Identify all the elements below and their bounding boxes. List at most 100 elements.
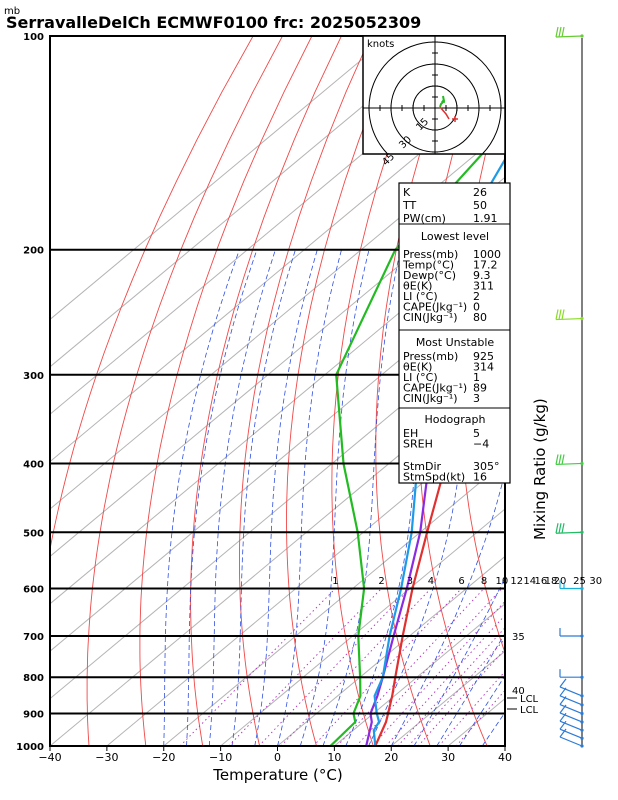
wind-barb — [559, 712, 584, 732]
stat-value: 0 — [473, 301, 480, 314]
temperature-tick-label: 40 — [498, 751, 512, 764]
wind-barb-flag — [558, 454, 562, 465]
stat-value: 5 — [473, 427, 480, 440]
stat-value: 2 — [473, 290, 480, 303]
wind-barb — [555, 26, 584, 38]
isotherm — [50, 271, 505, 652]
stat-label: Temp(°C) — [402, 259, 454, 272]
wind-barb — [559, 580, 584, 591]
hodograph-frame — [362, 35, 506, 155]
mixing-ratio-label: 3 — [407, 576, 413, 587]
stat-label: CIN(Jkg⁻¹) — [403, 311, 458, 324]
stat-label: CAPE(Jkg⁻¹) — [403, 382, 467, 395]
mixing-ratio-label: 8 — [481, 576, 487, 587]
isotherm — [50, 129, 505, 510]
pressure-unit: mb — [4, 6, 20, 17]
moist-adiabat — [208, 249, 276, 746]
moist-adiabat — [254, 249, 318, 746]
stat-value: 925 — [473, 350, 494, 363]
stat-value: 1000 — [473, 248, 501, 261]
mixing-ratio-line — [179, 588, 336, 746]
mixing-ratio-label: 25 — [573, 576, 586, 587]
wind-barb-shaft — [559, 703, 583, 715]
isotherm — [334, 603, 505, 746]
pressure-tick-label: 1000 — [16, 742, 44, 753]
mixing-ratio-label: 12 — [510, 576, 523, 587]
wind-barb-shaft — [559, 728, 583, 739]
wind-barb-shaft — [559, 695, 583, 706]
stats-panel: K 26 TT 50 PW(cm) 1.91 Lowest level Pres… — [398, 182, 511, 484]
stat-value: 1 — [473, 371, 480, 384]
moist-adiabat — [322, 249, 401, 746]
hodograph-trace — [439, 106, 450, 120]
mixing-ratio-label: 14 — [523, 576, 536, 587]
pressure-tick-label: 300 — [23, 371, 44, 382]
mixing-ratio-label: 6 — [458, 576, 464, 587]
temperature-tick-label: 10 — [327, 751, 341, 764]
mixing-ratio-line — [313, 588, 462, 746]
stat-value: 80 — [473, 311, 487, 324]
index-tt-label: TT — [402, 199, 417, 212]
wind-barb-flag — [561, 523, 565, 534]
most-unstable-title: Most Unstable — [416, 336, 495, 349]
lcl-label: LCL — [520, 705, 539, 716]
wind-barb — [559, 728, 584, 748]
dry-adiabat — [50, 36, 254, 552]
mixing-ratio-line — [438, 670, 505, 746]
isotherm — [50, 318, 505, 700]
pressure-tick-label: 800 — [23, 673, 44, 684]
plot-grid — [50, 36, 618, 746]
mixing-ratio-label: 2 — [378, 576, 384, 587]
wind-barb-shaft — [559, 712, 583, 723]
wind-barb-flag — [555, 454, 559, 465]
stat-label: SREH — [403, 438, 433, 451]
moist-adiabat — [390, 470, 505, 746]
temperature-tick-label: −20 — [152, 751, 175, 764]
pressure-tick-label: 700 — [23, 632, 44, 643]
wind-barb-flag — [558, 523, 562, 534]
wind-barb-flag — [558, 309, 562, 320]
dry-adiabat — [538, 36, 618, 746]
wind-barb-flag — [555, 26, 559, 38]
wind-barbs — [555, 26, 584, 748]
wind-barb-shaft — [555, 531, 583, 534]
temperature-tick-label: −30 — [95, 751, 118, 764]
isotherm — [50, 36, 448, 368]
hodograph-arrow-icon — [441, 98, 445, 103]
wind-barb-shaft — [555, 317, 583, 321]
pressure-tick-label: 600 — [23, 584, 44, 595]
mixing-ratio-line — [455, 689, 505, 746]
wind-barb-flag — [555, 523, 559, 534]
moist-adiabat — [436, 632, 505, 746]
mixing-ratio-label: 18 — [545, 576, 558, 587]
chart-title: SerravalleDelCh ECMWF0100 frc: 202505230… — [6, 13, 421, 32]
dry-adiabat — [375, 36, 460, 746]
pressure-tick-label: 900 — [23, 710, 44, 721]
wind-barb-flag — [561, 309, 565, 320]
stat-value: 305° — [473, 460, 500, 473]
temperature-tick-label: 20 — [384, 751, 398, 764]
lowest-level-title: Lowest level — [421, 230, 489, 243]
theta-e-label: 35 — [512, 632, 525, 643]
temperature-tick-label: 30 — [441, 751, 455, 764]
stat-label: θE(K) — [403, 280, 432, 293]
wind-barb — [559, 696, 584, 716]
dry-adiabat — [612, 36, 618, 746]
wind-barb — [559, 720, 584, 740]
stat-label: Press(mb) — [403, 350, 458, 363]
dry-adiabat — [286, 36, 401, 746]
isotherm — [220, 508, 505, 746]
isotherm — [50, 36, 505, 415]
mixing-ratio-line — [397, 627, 505, 746]
hodograph-units: knots — [367, 39, 394, 50]
temperature-tick-label: 0 — [274, 751, 281, 764]
dry-adiabat — [86, 36, 283, 746]
dry-adiabat — [331, 36, 431, 746]
wind-barb-shaft — [559, 720, 583, 731]
hodograph: knots 15 30 45 — [362, 35, 506, 168]
index-k-label: K — [403, 186, 411, 199]
stat-label: θE(K) — [403, 361, 432, 374]
isotherm — [106, 413, 505, 746]
stat-label: Press(mb) — [403, 248, 458, 261]
